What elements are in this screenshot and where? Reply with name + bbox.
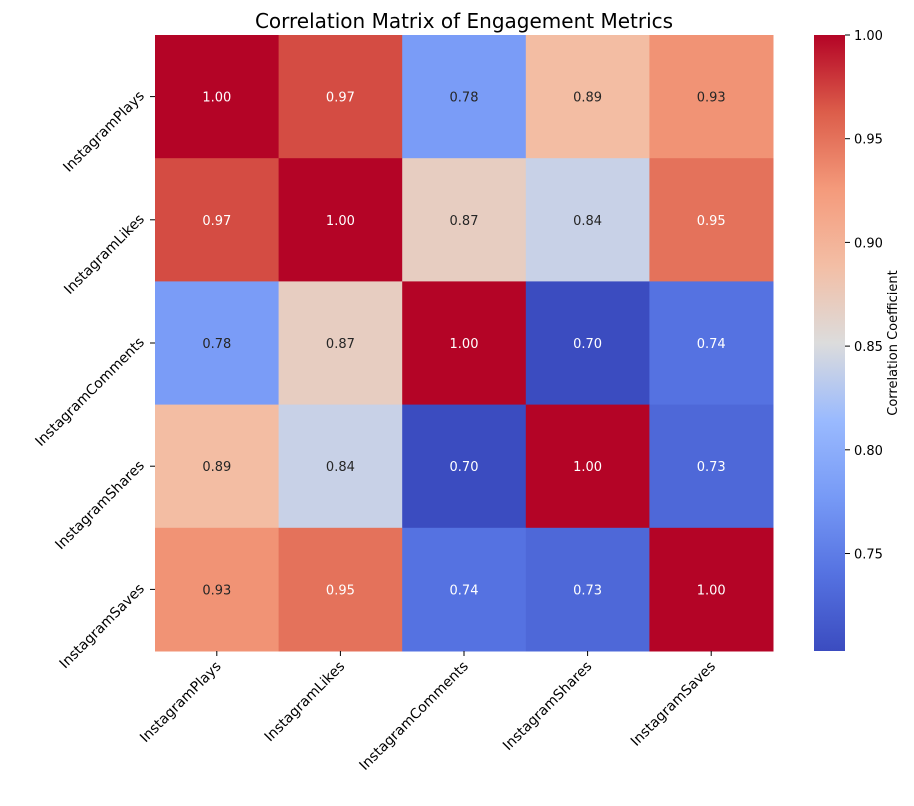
heatmap-cell-labels: 1.00 0.97 0.78 0.89 0.93 0.97 1.00 0.87 0.84 0.95…	[202, 91, 725, 599]
heatmap-cell	[155, 404, 280, 529]
colorbar-tick-label: 0.80	[854, 444, 883, 459]
cell-value-label: 1.00	[450, 337, 479, 352]
cell-value-label: 0.97	[326, 91, 355, 106]
y-tick-label: InstagramSaves	[57, 581, 148, 672]
heatmap-cell	[278, 527, 403, 652]
cell-value-label: 0.87	[450, 214, 479, 229]
cell-value-label: 0.74	[697, 337, 726, 352]
cell-value-label: 1.00	[202, 91, 231, 106]
cell-value-label: 0.87	[326, 337, 355, 352]
cell-value-label: 0.74	[450, 583, 479, 598]
cell-value-label: 0.78	[450, 91, 479, 106]
colorbar-tick-label: 1.00	[854, 29, 883, 44]
colorbar: 0.75 0.80 0.85 0.90 0.95 1.00	[814, 29, 883, 651]
colorbar-tick-label: 0.90	[854, 236, 883, 251]
x-tick-label: InstagramPlays	[137, 659, 224, 746]
cell-value-label: 1.00	[326, 214, 355, 229]
heatmap-cell	[649, 404, 774, 529]
y-tick-label: InstagramShares	[52, 458, 147, 553]
cell-value-label: 0.70	[450, 460, 479, 475]
heatmap-cell	[402, 527, 527, 652]
heatmap-cell	[278, 35, 403, 159]
heatmap-cell	[525, 527, 650, 652]
y-tick-label: InstagramLikes	[61, 211, 148, 298]
cell-value-label: 1.00	[573, 460, 602, 475]
heatmap-cell	[155, 158, 280, 282]
cell-value-label: 0.70	[573, 337, 602, 352]
chart-title: Correlation Matrix of Engagement Metrics	[255, 9, 673, 33]
heatmap-cell	[649, 35, 774, 159]
heatmap-cell	[525, 158, 650, 282]
x-axis: InstagramPlays InstagramLikes InstagramCom…	[137, 651, 719, 774]
y-tick-label: InstagramComments	[32, 335, 147, 450]
heatmap-cell	[155, 527, 280, 652]
cell-value-label: 0.89	[573, 91, 602, 106]
cell-value-label: 0.95	[326, 583, 355, 598]
y-axis: InstagramPlays InstagramLikes InstagramCom…	[32, 88, 155, 672]
heatmap-cell	[402, 35, 527, 159]
x-tick-label: InstagramComments	[356, 659, 471, 774]
y-tick-label: InstagramPlays	[60, 88, 147, 175]
heatmap-cell	[278, 158, 403, 282]
heatmap-cell	[525, 404, 650, 529]
colorbar-tick-label: 0.85	[854, 340, 883, 355]
cell-value-label: 0.93	[697, 91, 726, 106]
x-tick-label: InstagramLikes	[262, 659, 349, 746]
colorbar-gradient	[814, 35, 845, 651]
heatmap-cell	[402, 404, 527, 529]
heatmap-cell	[155, 281, 280, 406]
heatmap-cells	[155, 35, 774, 652]
cell-value-label: 0.93	[202, 583, 231, 598]
colorbar-label: Correlation Coefficient	[886, 270, 901, 416]
heatmap-cell	[278, 404, 403, 529]
heatmap-cell	[525, 281, 650, 406]
colorbar-tick-label: 0.95	[854, 133, 883, 148]
colorbar-tick-label: 0.75	[854, 548, 883, 563]
heatmap-cell	[155, 35, 280, 159]
heatmap-cell	[649, 527, 774, 652]
heatmap-cell	[278, 281, 403, 406]
heatmap-cell	[525, 35, 650, 159]
cell-value-label: 1.00	[697, 583, 726, 598]
heatmap-cell	[649, 281, 774, 406]
heatmap-cell	[402, 281, 527, 406]
x-tick-label: InstagramSaves	[628, 659, 719, 750]
heatmap-cell	[402, 158, 527, 282]
x-tick-label: InstagramShares	[500, 659, 595, 754]
heatmap-cell	[649, 158, 774, 282]
cell-value-label: 0.84	[326, 460, 355, 475]
cell-value-label: 0.84	[573, 214, 602, 229]
cell-value-label: 0.89	[202, 460, 231, 475]
cell-value-label: 0.78	[202, 337, 231, 352]
cell-value-label: 0.73	[573, 583, 602, 598]
cell-value-label: 0.95	[697, 214, 726, 229]
cell-value-label: 0.73	[697, 460, 726, 475]
cell-value-label: 0.97	[202, 214, 231, 229]
